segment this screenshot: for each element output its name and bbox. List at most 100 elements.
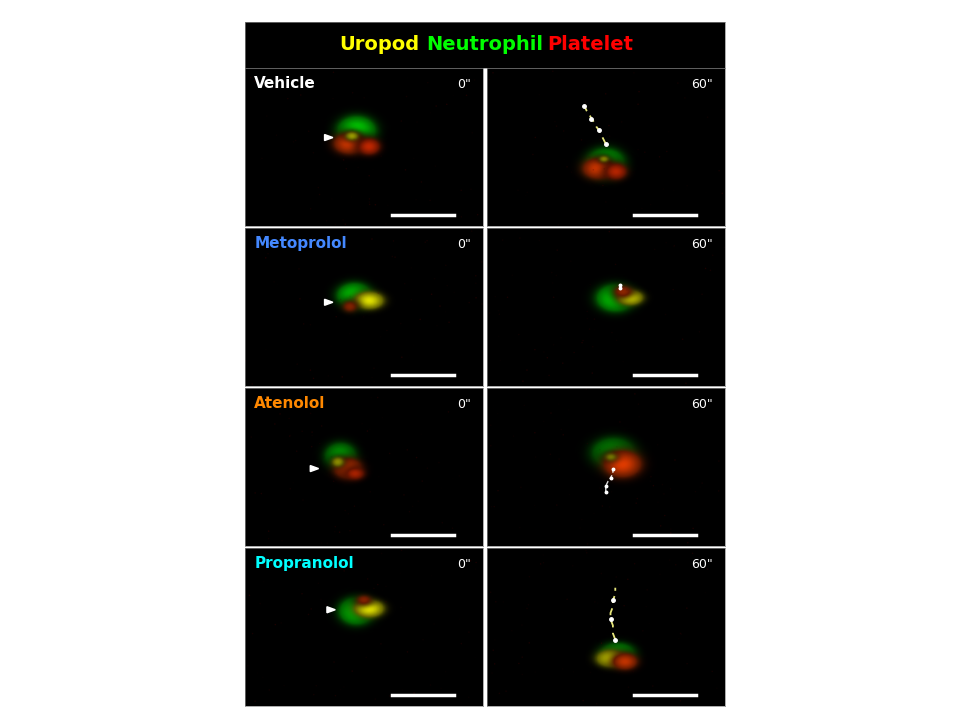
Point bbox=[438, 306, 453, 318]
Point bbox=[426, 618, 442, 630]
Point bbox=[656, 184, 671, 195]
Point bbox=[495, 234, 511, 246]
Point bbox=[325, 600, 341, 612]
Point bbox=[451, 376, 467, 387]
Point bbox=[303, 603, 319, 615]
Point bbox=[608, 258, 623, 270]
Point bbox=[403, 262, 419, 274]
Point bbox=[486, 402, 501, 414]
Point bbox=[310, 371, 325, 382]
Point bbox=[532, 235, 547, 246]
Point bbox=[709, 148, 725, 160]
Point bbox=[373, 548, 389, 559]
Point bbox=[336, 216, 351, 228]
Point bbox=[492, 308, 507, 320]
Point bbox=[352, 500, 368, 512]
Point bbox=[708, 557, 724, 568]
Point bbox=[600, 289, 615, 300]
Point bbox=[580, 306, 595, 318]
Point bbox=[403, 294, 419, 305]
Point bbox=[714, 188, 730, 199]
Point bbox=[347, 133, 362, 145]
Point bbox=[620, 574, 636, 585]
Point bbox=[349, 260, 365, 271]
Point bbox=[304, 531, 320, 542]
Point bbox=[327, 521, 343, 532]
Point bbox=[493, 408, 509, 419]
Point bbox=[368, 693, 383, 705]
Point bbox=[454, 211, 469, 222]
Point bbox=[604, 327, 619, 338]
Point bbox=[620, 96, 636, 107]
Point bbox=[602, 226, 617, 238]
Point bbox=[324, 341, 340, 352]
Point bbox=[521, 571, 537, 582]
Point bbox=[495, 596, 511, 608]
Point bbox=[245, 423, 260, 435]
Point bbox=[591, 155, 607, 166]
Point bbox=[394, 115, 409, 127]
Point bbox=[364, 233, 379, 245]
Point bbox=[373, 150, 389, 162]
Point bbox=[243, 72, 258, 84]
Point bbox=[519, 603, 535, 614]
Point bbox=[627, 166, 642, 178]
Point bbox=[652, 151, 667, 163]
Point bbox=[385, 251, 400, 262]
Point bbox=[390, 273, 405, 284]
Point bbox=[582, 323, 597, 335]
Point bbox=[338, 505, 353, 516]
Point bbox=[579, 383, 594, 395]
Point bbox=[600, 188, 615, 199]
Point bbox=[364, 392, 379, 403]
Point bbox=[658, 309, 673, 320]
Point bbox=[344, 192, 359, 203]
Point bbox=[680, 658, 695, 670]
Point bbox=[296, 318, 311, 330]
Point bbox=[513, 233, 528, 244]
Point bbox=[655, 479, 670, 490]
Point bbox=[592, 134, 608, 145]
Point bbox=[268, 618, 283, 630]
Point bbox=[412, 666, 427, 678]
Point bbox=[373, 331, 389, 343]
Point bbox=[594, 483, 610, 495]
Point bbox=[270, 279, 285, 290]
Point bbox=[648, 333, 663, 345]
Point bbox=[237, 138, 252, 149]
Point bbox=[556, 590, 571, 601]
Point bbox=[636, 625, 651, 636]
Point bbox=[692, 481, 708, 492]
Point bbox=[319, 292, 334, 303]
Point bbox=[240, 317, 255, 328]
Point bbox=[679, 63, 694, 75]
Point bbox=[461, 626, 476, 638]
Point bbox=[662, 554, 678, 566]
Point bbox=[324, 193, 340, 204]
Point bbox=[663, 523, 679, 535]
Point bbox=[420, 462, 435, 474]
Point bbox=[514, 438, 529, 450]
Point bbox=[498, 685, 514, 697]
Point bbox=[506, 431, 521, 442]
Point bbox=[623, 166, 638, 178]
Point bbox=[416, 97, 431, 109]
Point bbox=[420, 77, 436, 89]
Point bbox=[311, 577, 326, 589]
Point bbox=[459, 89, 474, 101]
Point bbox=[300, 608, 316, 620]
Point bbox=[685, 293, 701, 305]
Point bbox=[560, 161, 575, 173]
Point bbox=[282, 483, 298, 495]
Point bbox=[339, 163, 354, 174]
Point bbox=[438, 124, 453, 135]
Point bbox=[617, 424, 633, 436]
Point bbox=[399, 646, 415, 657]
Point bbox=[705, 250, 720, 261]
Point bbox=[443, 528, 458, 540]
Point bbox=[464, 184, 479, 195]
Point bbox=[331, 510, 347, 522]
Point bbox=[518, 190, 534, 202]
Point bbox=[345, 125, 360, 136]
Point bbox=[593, 523, 609, 534]
